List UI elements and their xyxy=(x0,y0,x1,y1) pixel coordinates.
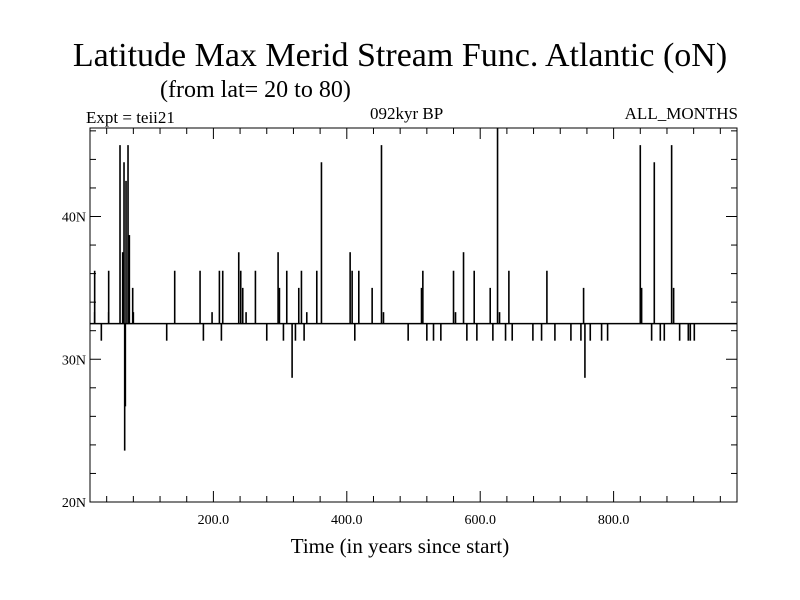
axis-tick-labels: 20N 30N 40N 200.0 400.0 600.0 800.0 xyxy=(62,211,629,528)
y-tick-label: 20N xyxy=(62,496,86,511)
plot-frame xyxy=(89,127,738,503)
x-tick-label: 400.0 xyxy=(331,513,363,528)
months-label: ALL_MONTHS xyxy=(624,104,738,123)
x-tick-label: 200.0 xyxy=(198,513,230,528)
chart-subtitle: (from lat= 20 to 80) xyxy=(160,77,351,103)
y-tick-label: 30N xyxy=(62,353,86,368)
y-tick-label: 40N xyxy=(62,211,86,226)
data-marks xyxy=(93,128,696,451)
experiment-label: Expt = teii21 xyxy=(86,108,175,127)
chart-title: Latitude Max Merid Stream Func. Atlantic… xyxy=(72,37,728,74)
period-label: 092kyr BP xyxy=(370,104,444,123)
x-tick-label: 600.0 xyxy=(464,513,496,528)
x-axis-label: Time (in years since start) xyxy=(290,534,510,558)
x-tick-label: 800.0 xyxy=(598,513,630,528)
